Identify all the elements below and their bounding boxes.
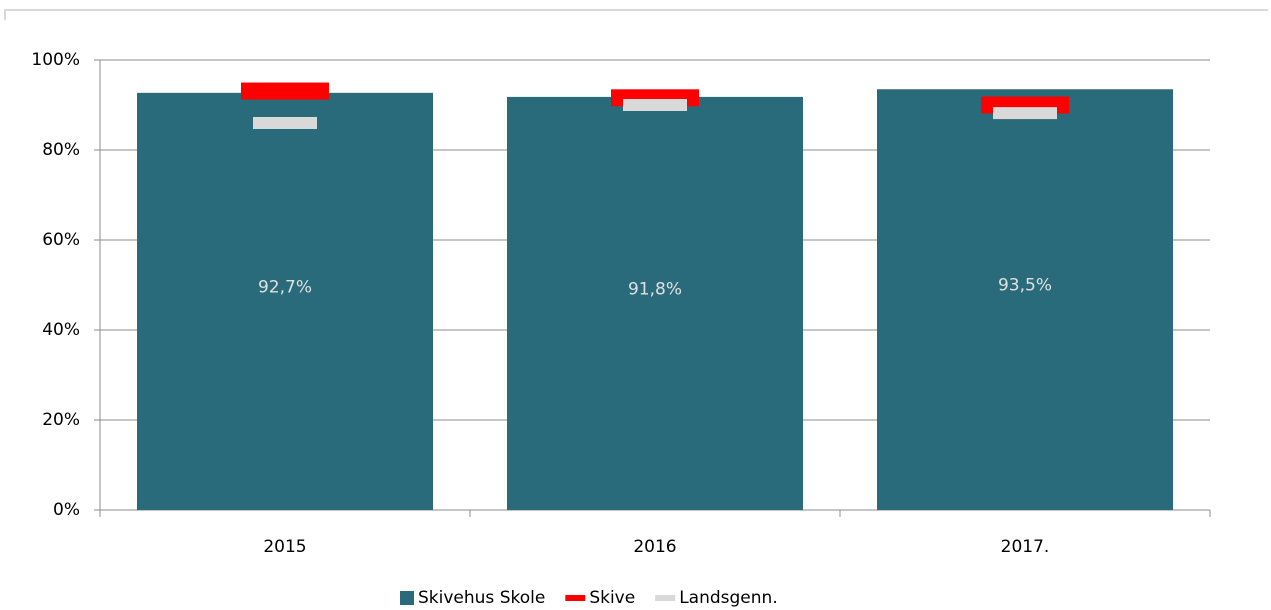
data-label: 92,7% (258, 277, 312, 297)
marker (241, 82, 329, 100)
y-tick-label: 80% (42, 140, 80, 160)
legend-swatch (565, 595, 586, 601)
frame (4, 9, 1268, 20)
x-tick-label: 2016 (633, 537, 676, 557)
marker (993, 107, 1057, 120)
legend-swatch (400, 591, 414, 605)
x-tick-label: 2015 (263, 537, 306, 557)
y-tick-label: 100% (31, 50, 80, 70)
legend-label: Skive (589, 588, 635, 608)
bar (877, 89, 1173, 510)
legend-label: Skivehus Skole (418, 588, 545, 608)
bar (137, 92, 433, 510)
x-tick-label: 2017. (1001, 537, 1050, 557)
bar (507, 96, 803, 511)
data-label: 93,5% (998, 276, 1052, 296)
data-label: 91,8% (628, 279, 682, 299)
y-tick-label: 0% (53, 500, 80, 520)
y-tick-label: 40% (42, 320, 80, 340)
marker (253, 117, 317, 129)
legend-label: Landsgenn. (679, 588, 778, 608)
y-tick-label: 60% (42, 230, 80, 250)
legend-swatch (655, 595, 676, 601)
y-tick-label: 20% (42, 410, 80, 430)
marker (623, 99, 687, 111)
